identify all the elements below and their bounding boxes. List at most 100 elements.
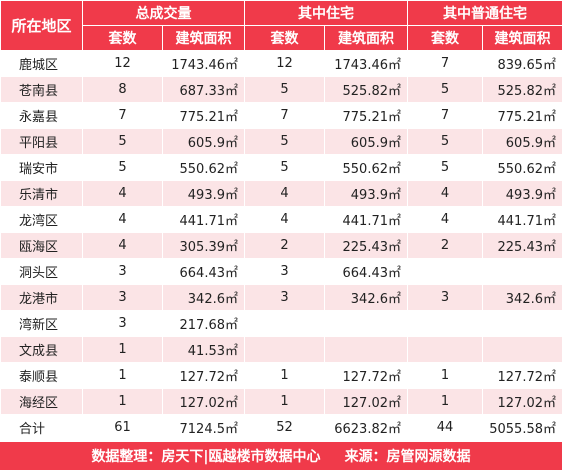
total-count-cell: 5: [82, 128, 163, 155]
total-area-cell: 550.62㎡: [162, 154, 245, 181]
total-count-cell: 4: [82, 232, 163, 259]
residential-count-cell: 1: [244, 362, 325, 389]
ordinary-area-cell: 342.6㎡: [482, 284, 562, 311]
residential-area-cell: 664.43㎡: [324, 258, 408, 285]
residential-area-cell: 127.02㎡: [324, 388, 408, 415]
header-sub-area: 建筑面积: [324, 25, 408, 51]
total-area-cell: 41.53㎡: [162, 336, 245, 363]
residential-count-cell: 7: [244, 102, 325, 129]
ordinary-area-cell: 127.02㎡: [482, 388, 562, 415]
header-sub-count: 套数: [244, 25, 325, 51]
total-count-cell: 7: [82, 102, 163, 129]
total-area-cell: 605.9㎡: [162, 128, 245, 155]
ordinary-area-cell: 493.9㎡: [482, 180, 562, 207]
header-location: 所在地区: [0, 0, 83, 51]
ordinary-area-cell: 127.72㎡: [482, 362, 562, 389]
total-area-cell: 342.6㎡: [162, 284, 245, 311]
total-count-cell: 1: [82, 388, 163, 415]
table-row: 龙湾区 4 441.71㎡ 4 441.71㎡ 4 441.71㎡: [0, 206, 562, 233]
ordinary-area-cell: 775.21㎡: [482, 102, 562, 129]
table-row: 乐清市 4 493.9㎡ 4 493.9㎡ 4 493.9㎡: [0, 180, 562, 207]
residential-area-cell: 1743.46㎡: [324, 50, 408, 77]
total-row: 合计 61 7124.5㎡ 52 6623.82㎡ 44 5055.58㎡: [0, 414, 562, 441]
ordinary-area-cell: 225.43㎡: [482, 232, 562, 259]
ordinary-count-cell: 1: [407, 362, 483, 389]
ordinary-count-cell: 44: [407, 414, 483, 441]
total-area-cell: 305.39㎡: [162, 232, 245, 259]
residential-area-cell: 6623.82㎡: [324, 414, 408, 441]
table-row: 洞头区 3 664.43㎡ 3 664.43㎡: [0, 258, 562, 285]
table-row: 泰顺县 1 127.72㎡ 1 127.72㎡ 1 127.72㎡: [0, 362, 562, 389]
residential-area-cell: 605.9㎡: [324, 128, 408, 155]
residential-count-cell: [244, 336, 325, 363]
footer-credit: 数据整理：房天下|瓯越楼市数据中心: [91, 449, 321, 465]
residential-count-cell: 2: [244, 232, 325, 259]
table-row: 文成县 1 41.53㎡: [0, 336, 562, 363]
total-area-cell: 493.9㎡: [162, 180, 245, 207]
ordinary-area-cell: 5055.58㎡: [482, 414, 562, 441]
total-count-cell: 4: [82, 206, 163, 233]
table-row: 永嘉县 7 775.21㎡ 7 775.21㎡ 7 775.21㎡: [0, 102, 562, 129]
ordinary-area-cell: 605.9㎡: [482, 128, 562, 155]
residential-area-cell: 550.62㎡: [324, 154, 408, 181]
header-sub-count: 套数: [82, 25, 163, 51]
residential-area-cell: [324, 336, 408, 363]
table-row: 湾新区 3 217.68㎡: [0, 310, 562, 337]
header-group-ordinary-residential: 其中普通住宅: [407, 0, 562, 26]
ordinary-count-cell: 7: [407, 102, 483, 129]
total-area-cell: 1743.46㎡: [162, 50, 245, 77]
total-count-cell: 1: [82, 362, 163, 389]
ordinary-area-cell: [482, 310, 562, 337]
district-name-cell: 龙港市: [0, 284, 83, 311]
total-area-cell: 687.33㎡: [162, 76, 245, 103]
footer-bar: 数据整理：房天下|瓯越楼市数据中心 来源：房管网源数据: [0, 442, 562, 470]
total-area-cell: 441.71㎡: [162, 206, 245, 233]
table-row: 瑞安市 5 550.62㎡ 5 550.62㎡ 5 550.62㎡: [0, 154, 562, 181]
ordinary-count-cell: 5: [407, 76, 483, 103]
table-row: 鹿城区 12 1743.46㎡ 12 1743.46㎡ 7 839.65㎡: [0, 50, 562, 77]
district-name-cell: 永嘉县: [0, 102, 83, 129]
district-name-cell: 海经区: [0, 388, 83, 415]
total-count-cell: 5: [82, 154, 163, 181]
total-area-cell: 664.43㎡: [162, 258, 245, 285]
district-name-cell: 平阳县: [0, 128, 83, 155]
table-row: 苍南县 8 687.33㎡ 5 525.82㎡ 5 525.82㎡: [0, 76, 562, 103]
residential-area-cell: 493.9㎡: [324, 180, 408, 207]
total-area-cell: 127.72㎡: [162, 362, 245, 389]
district-name-cell: 龙湾区: [0, 206, 83, 233]
ordinary-count-cell: [407, 336, 483, 363]
residential-count-cell: 12: [244, 50, 325, 77]
ordinary-count-cell: 5: [407, 128, 483, 155]
district-name-cell: 瑞安市: [0, 154, 83, 181]
district-name-cell: 湾新区: [0, 310, 83, 337]
ordinary-area-cell: [482, 336, 562, 363]
ordinary-count-cell: 4: [407, 180, 483, 207]
residential-count-cell: 4: [244, 206, 325, 233]
residential-count-cell: 5: [244, 76, 325, 103]
footer-source: 来源：房管网源数据: [344, 449, 471, 465]
ordinary-count-cell: [407, 310, 483, 337]
district-name-cell: 乐清市: [0, 180, 83, 207]
header-group-total: 总成交量: [82, 0, 245, 26]
total-count-cell: 1: [82, 336, 163, 363]
ordinary-count-cell: 1: [407, 388, 483, 415]
residential-count-cell: 5: [244, 154, 325, 181]
header-sub-area: 建筑面积: [162, 25, 245, 51]
residential-count-cell: [244, 310, 325, 337]
residential-area-cell: 775.21㎡: [324, 102, 408, 129]
district-name-cell: 文成县: [0, 336, 83, 363]
total-count-cell: 61: [82, 414, 163, 441]
residential-count-cell: 52: [244, 414, 325, 441]
ordinary-count-cell: 2: [407, 232, 483, 259]
residential-area-cell: 342.6㎡: [324, 284, 408, 311]
total-count-cell: 3: [82, 284, 163, 311]
table-header: 所在地区 总成交量 其中住宅 其中普通住宅 套数 建筑面积 套数 建筑面积 套数…: [0, 0, 562, 51]
total-count-cell: 3: [82, 258, 163, 285]
transaction-table: 所在地区 总成交量 其中住宅 其中普通住宅 套数 建筑面积 套数 建筑面积 套数…: [0, 0, 562, 441]
ordinary-count-cell: 5: [407, 154, 483, 181]
total-count-cell: 12: [82, 50, 163, 77]
residential-count-cell: 5: [244, 128, 325, 155]
residential-area-cell: 525.82㎡: [324, 76, 408, 103]
residential-count-cell: 1: [244, 388, 325, 415]
